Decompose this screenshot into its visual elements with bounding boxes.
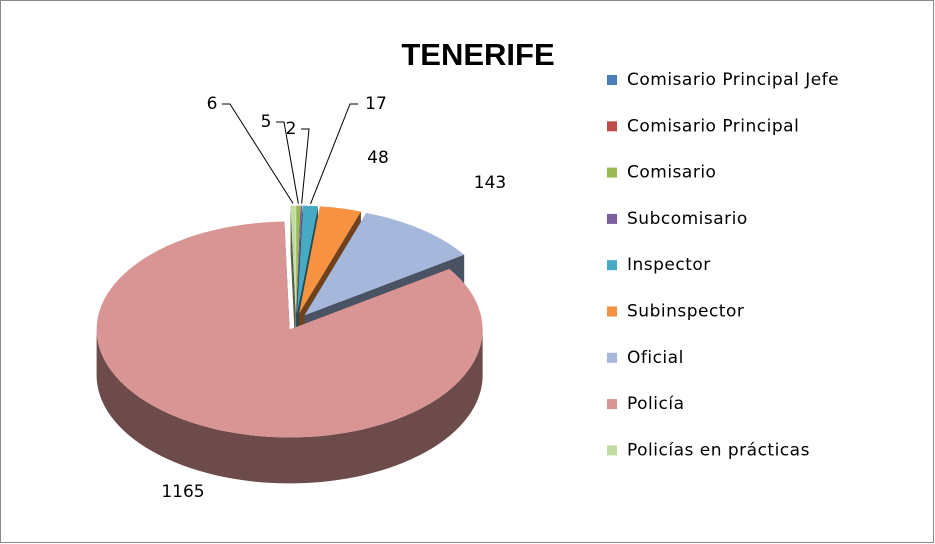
legend-label: Policía: [627, 394, 684, 414]
leader-line: [222, 103, 294, 204]
data-label: 2: [286, 119, 297, 139]
legend-swatch: [607, 121, 617, 132]
legend-label: Comisario: [627, 163, 716, 183]
data-label: 48: [367, 148, 389, 168]
legend-label: Subinspector: [627, 302, 744, 322]
legend-swatch: [607, 352, 617, 363]
data-label: 5: [261, 112, 272, 132]
data-label: 17: [365, 94, 387, 114]
leader-line: [301, 128, 310, 204]
pie-slice: [299, 206, 361, 314]
leader-line: [310, 103, 358, 205]
legend-label: Oficial: [627, 348, 684, 368]
legend-swatch: [607, 75, 617, 85]
data-label: 143: [474, 173, 506, 193]
pie-slice: [296, 205, 318, 314]
pie-slice: [296, 205, 303, 314]
pie-tops: [96, 205, 483, 438]
legend-label: Inspector: [627, 255, 711, 275]
chart-title: TENERIFE: [401, 37, 554, 72]
legend-label: Comisario Principal Jefe: [627, 70, 839, 90]
data-label: 6: [207, 94, 218, 114]
data-label: 1165: [161, 482, 204, 502]
legend-swatch: [607, 167, 617, 178]
legend-swatch: [607, 399, 617, 410]
legend-swatch: [607, 445, 617, 456]
legend-label: Comisario Principal: [627, 116, 799, 136]
slice-side: [96, 329, 483, 484]
legend-swatch: [607, 260, 617, 271]
pie-slice: [96, 221, 483, 438]
legend-label: Policías en prácticas: [627, 440, 810, 460]
pie-slice: [290, 205, 296, 314]
legend-swatch: [607, 306, 617, 317]
legend-swatch: [607, 213, 617, 224]
pie-slice: [296, 205, 301, 314]
pie-slice: [304, 213, 465, 316]
slice-edge: [290, 205, 296, 360]
leader-line: [276, 121, 299, 204]
legend-label: Subcomisario: [627, 209, 748, 229]
